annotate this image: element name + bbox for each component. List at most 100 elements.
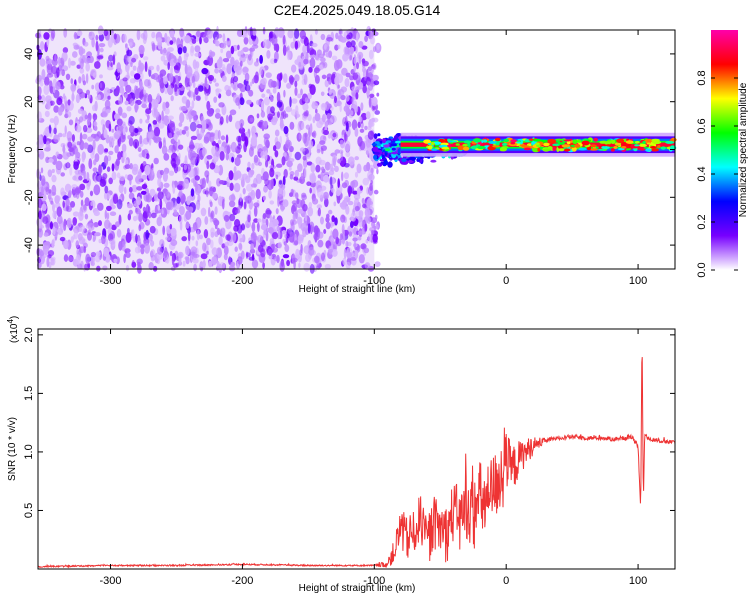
- spectrogram-y-ticks: -40 -20 0 20 40: [23, 48, 675, 253]
- colorbar-ticks: 0.0 0.2 0.4 0.6 0.8: [696, 70, 738, 278]
- noise-blob: [216, 33, 223, 39]
- noise-blob: [207, 55, 214, 67]
- noise-blob: [134, 128, 139, 134]
- noise-blob: [217, 139, 222, 145]
- noise-blob: [179, 27, 185, 38]
- noise-blob: [128, 115, 135, 125]
- noise-blob: [317, 239, 324, 248]
- figure-title: C2E4.2025.049.18.05.G14: [274, 2, 441, 18]
- noise-blob: [234, 59, 240, 66]
- noise-blob: [141, 103, 147, 109]
- noise-blob: [289, 192, 294, 198]
- noise-blob: [262, 213, 267, 219]
- noise-blob: [62, 200, 65, 208]
- noise-blob: [161, 145, 168, 155]
- noise-blob: [191, 38, 197, 44]
- noise-blob: [303, 37, 309, 47]
- noise-blob: [297, 239, 302, 245]
- noise-blob: [108, 54, 114, 62]
- noise-blob: [274, 129, 280, 137]
- noise-blob: [312, 130, 317, 139]
- carrier-blob: [533, 138, 542, 142]
- noise-blob: [133, 235, 136, 243]
- noise-blob: [94, 61, 101, 69]
- noise-blob: [170, 95, 174, 102]
- noise-blob: [307, 114, 312, 122]
- noise-blob: [295, 192, 299, 200]
- noise-blob: [247, 214, 251, 223]
- noise-blob: [354, 249, 359, 259]
- noise-blob: [358, 218, 363, 228]
- noise-blob: [364, 207, 371, 218]
- noise-blob: [242, 47, 249, 53]
- noise-blob: [334, 95, 337, 104]
- noise-blob: [205, 187, 209, 198]
- noise-blob: [229, 182, 234, 191]
- noise-blob: [76, 141, 81, 146]
- noise-blob: [257, 222, 260, 233]
- noise-blob: [262, 245, 268, 250]
- carrier-blob: [660, 146, 666, 150]
- snr-multiplier: (x104): [6, 316, 20, 343]
- noise-blob: [356, 163, 362, 174]
- noise-blob: [356, 187, 361, 197]
- noise-blob: [149, 188, 156, 197]
- noise-blob: [226, 145, 230, 155]
- noise-blob: [284, 234, 288, 239]
- noise-blob: [368, 49, 374, 60]
- noise-blob: [324, 79, 329, 88]
- noise-blob: [58, 62, 63, 74]
- carrier-blob: [651, 138, 660, 142]
- noise-blob: [132, 215, 138, 222]
- noise-blob: [92, 139, 96, 151]
- noise-blob: [62, 47, 69, 54]
- signal-blob: [390, 143, 398, 147]
- noise-blob: [178, 122, 183, 127]
- noise-blob: [321, 74, 327, 80]
- noise-blob: [99, 82, 103, 89]
- noise-blob: [224, 241, 229, 247]
- carrier-blob: [650, 146, 657, 149]
- noise-blob: [226, 182, 230, 188]
- noise-blob: [72, 51, 78, 58]
- noise-blob: [119, 111, 122, 117]
- noise-blob: [214, 68, 220, 74]
- noise-blob: [78, 210, 84, 222]
- y-tick-label: 1.5: [23, 386, 35, 401]
- noise-blob: [49, 86, 54, 94]
- noise-blob: [335, 32, 339, 40]
- noise-blob: [219, 116, 224, 125]
- noise-blob: [145, 192, 152, 203]
- carrier-blob: [598, 148, 605, 151]
- noise-blob: [345, 121, 349, 132]
- noise-blob: [193, 92, 196, 102]
- noise-blob: [212, 186, 216, 193]
- noise-blob: [214, 231, 219, 238]
- noise-blob: [222, 198, 225, 210]
- noise-blob: [86, 171, 90, 181]
- noise-blob: [274, 150, 279, 158]
- noise-blob: [51, 168, 55, 174]
- noise-blob: [194, 180, 199, 192]
- noise-blob: [124, 248, 131, 254]
- carrier-blob: [457, 145, 465, 151]
- noise-blob: [102, 173, 108, 180]
- noise-blob: [281, 156, 286, 166]
- noise-blob: [309, 54, 316, 59]
- noise-blob: [165, 101, 170, 109]
- signal-blob: [384, 151, 388, 156]
- noise-blob: [132, 65, 137, 71]
- noise-blob: [189, 80, 193, 87]
- noise-blob: [187, 231, 191, 242]
- carrier-blob: [599, 140, 606, 144]
- noise-blob: [65, 73, 71, 81]
- noise-blob: [50, 192, 57, 196]
- noise-blob: [242, 173, 248, 180]
- noise-blob: [204, 216, 209, 225]
- noise-blob: [212, 31, 220, 41]
- noise-blob: [265, 159, 269, 168]
- noise-blob: [125, 264, 130, 272]
- noise-blob: [339, 233, 343, 241]
- noise-blob: [204, 76, 208, 88]
- noise-blob: [132, 139, 140, 149]
